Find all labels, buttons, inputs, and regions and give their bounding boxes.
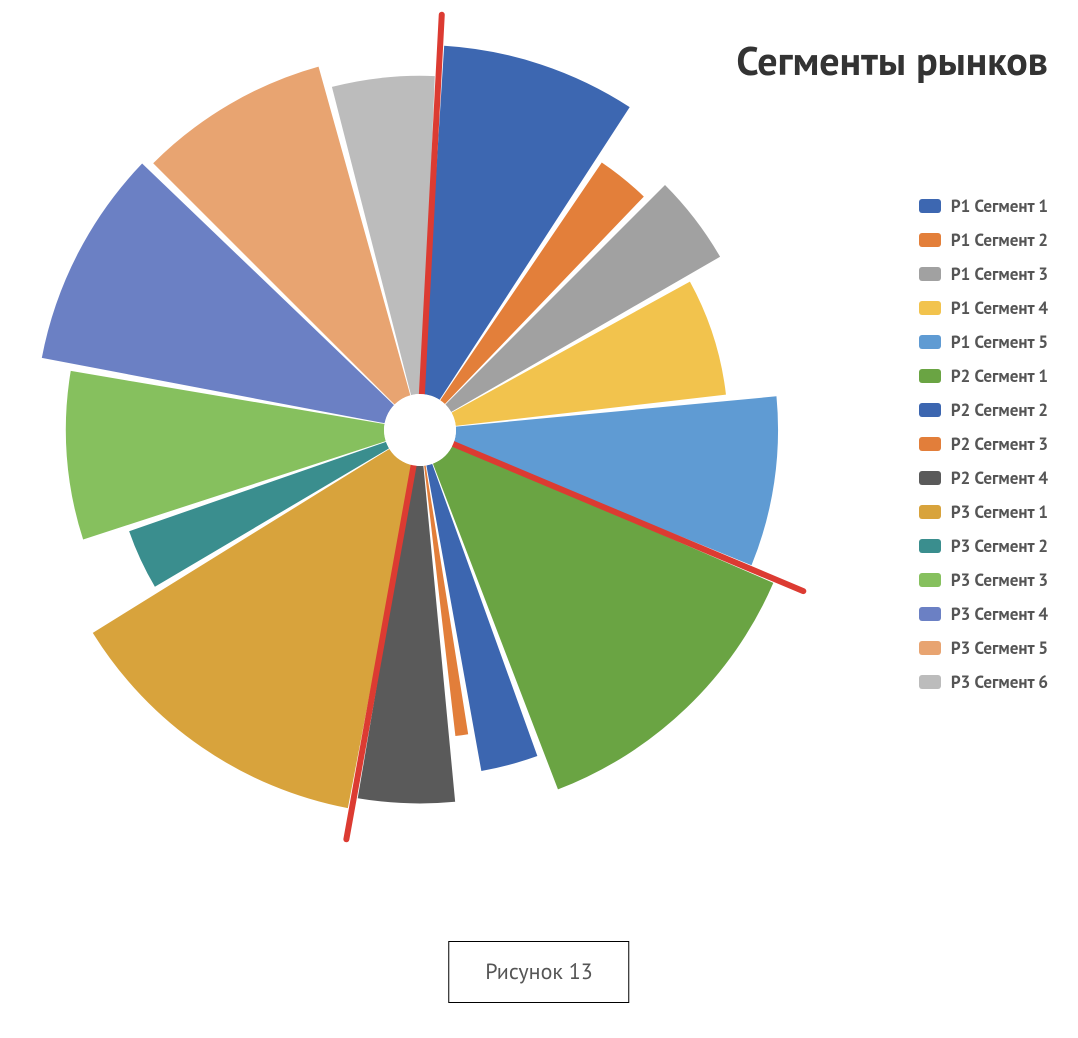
legend-swatch [919, 199, 941, 213]
legend-swatch [919, 369, 941, 383]
legend-swatch [919, 233, 941, 247]
figure-caption: Рисунок 13 [448, 941, 629, 1003]
legend-swatch [919, 267, 941, 281]
legend-item: P3 Сегмент 1 [919, 501, 1048, 523]
legend-item: P2 Сегмент 3 [919, 433, 1048, 455]
legend-swatch [919, 539, 941, 553]
legend-label: P3 Сегмент 5 [951, 637, 1048, 659]
chart-area: Сегменты рынков P1 Сегмент 1 P1 Сегмент 2… [0, 0, 1078, 880]
legend-label: P1 Сегмент 3 [951, 263, 1048, 285]
legend-item: P1 Сегмент 3 [919, 263, 1048, 285]
legend-item: P2 Сегмент 1 [919, 365, 1048, 387]
legend-label: P3 Сегмент 4 [951, 603, 1048, 625]
legend-swatch [919, 573, 941, 587]
page-root: Сегменты рынков P1 Сегмент 1 P1 Сегмент 2… [0, 0, 1078, 1038]
legend-label: P3 Сегмент 6 [951, 671, 1048, 693]
legend-swatch [919, 335, 941, 349]
legend-swatch [919, 675, 941, 689]
pie-chart-svg [0, 0, 1078, 880]
legend-swatch [919, 641, 941, 655]
legend: P1 Сегмент 1 P1 Сегмент 2 P1 Сегмент 3 P1 С… [919, 195, 1048, 693]
legend-label: P3 Сегмент 2 [951, 535, 1048, 557]
legend-swatch [919, 471, 941, 485]
legend-label: P1 Сегмент 4 [951, 297, 1048, 319]
legend-item: P1 Сегмент 2 [919, 229, 1048, 251]
legend-label: P3 Сегмент 1 [951, 501, 1048, 523]
legend-label: P2 Сегмент 2 [951, 399, 1048, 421]
legend-item: P3 Сегмент 6 [919, 671, 1048, 693]
legend-item: P3 Сегмент 5 [919, 637, 1048, 659]
chart-title: Сегменты рынков [736, 35, 1048, 87]
donut-hole [384, 394, 456, 466]
legend-item: P3 Сегмент 4 [919, 603, 1048, 625]
legend-label: P3 Сегмент 3 [951, 569, 1048, 591]
legend-swatch [919, 403, 941, 417]
legend-item: P3 Сегмент 2 [919, 535, 1048, 557]
legend-label: P2 Сегмент 4 [951, 467, 1048, 489]
legend-item: P1 Сегмент 1 [919, 195, 1048, 217]
legend-swatch [919, 505, 941, 519]
legend-item: P3 Сегмент 3 [919, 569, 1048, 591]
legend-label: P2 Сегмент 3 [951, 433, 1048, 455]
legend-item: P1 Сегмент 4 [919, 297, 1048, 319]
legend-item: P1 Сегмент 5 [919, 331, 1048, 353]
legend-item: P2 Сегмент 4 [919, 467, 1048, 489]
legend-swatch [919, 437, 941, 451]
legend-label: P1 Сегмент 2 [951, 229, 1048, 251]
legend-label: P1 Сегмент 1 [951, 195, 1048, 217]
legend-label: P1 Сегмент 5 [951, 331, 1048, 353]
legend-label: P2 Сегмент 1 [951, 365, 1048, 387]
legend-swatch [919, 607, 941, 621]
legend-swatch [919, 301, 941, 315]
legend-item: P2 Сегмент 2 [919, 399, 1048, 421]
